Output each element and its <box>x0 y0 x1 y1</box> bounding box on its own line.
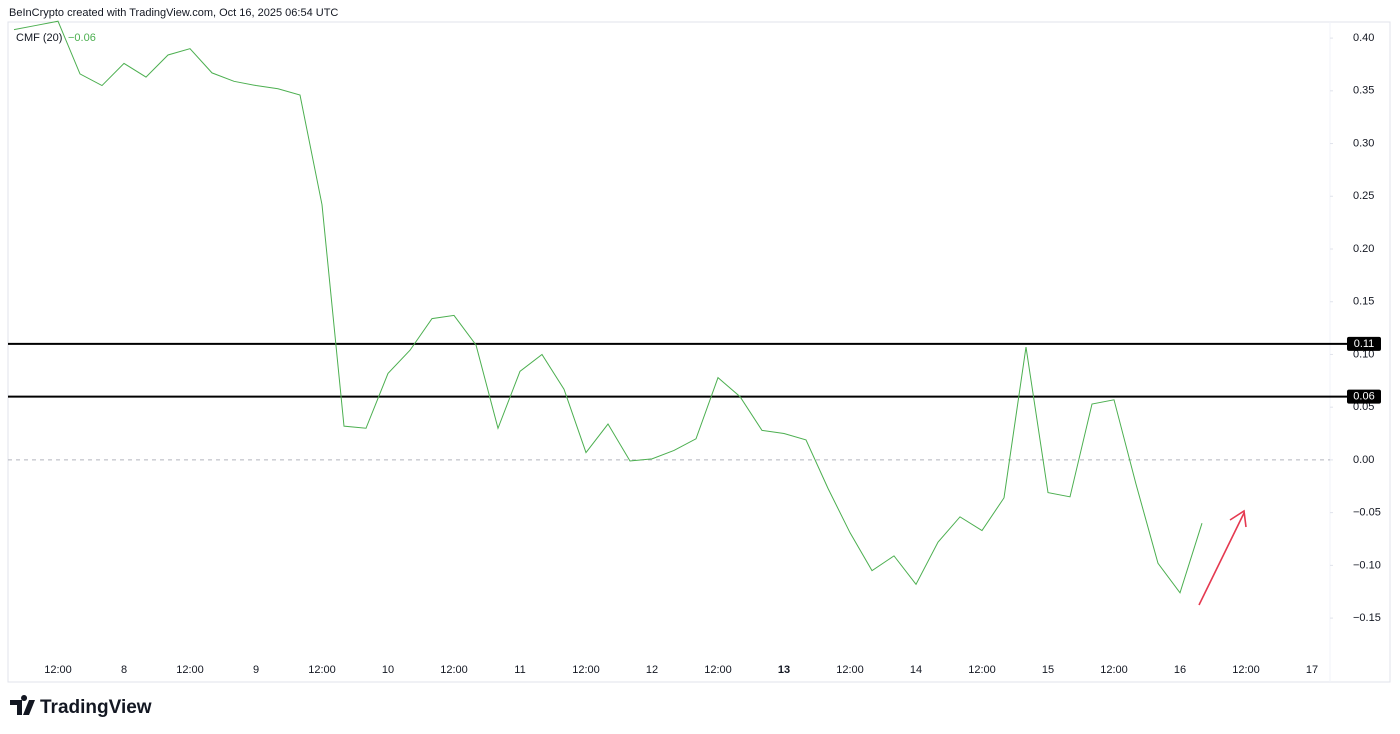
legend-value: −0.06 <box>68 32 96 44</box>
y-tick-label: 0.35 <box>1353 85 1374 97</box>
level-label: 0.06 <box>1353 391 1374 403</box>
x-tick-label: 15 <box>1042 664 1054 676</box>
x-tick-label: 12:00 <box>836 664 864 676</box>
y-tick-label: 0.15 <box>1353 296 1374 308</box>
x-tick-label: 13 <box>778 664 790 676</box>
level-label-bg <box>1347 389 1381 404</box>
x-tick-label: 14 <box>910 664 922 676</box>
x-tick-label: 12:00 <box>176 664 204 676</box>
x-tick-label: 12 <box>646 664 658 676</box>
y-tick-label: −0.15 <box>1353 612 1381 624</box>
annotation-arrow <box>1198 509 1247 606</box>
y-tick-label: 0.30 <box>1353 137 1374 149</box>
x-tick-label: 16 <box>1174 664 1186 676</box>
y-tick-label: 0.00 <box>1353 454 1374 466</box>
cmf-line <box>13 20 1203 594</box>
brand-logo <box>10 695 35 715</box>
credit: BeInCrypto created with TradingView.com,… <box>9 7 338 19</box>
y-tick-label: 0.25 <box>1353 190 1374 202</box>
level-label: 0.11 <box>1354 338 1375 350</box>
x-tick-label: 12:00 <box>44 664 72 676</box>
x-tick-label: 12:00 <box>1232 664 1260 676</box>
x-tick-label: 9 <box>253 664 259 676</box>
pane-border <box>7 21 1391 683</box>
x-tick-label: 12:00 <box>968 664 996 676</box>
y-tick-label: −0.05 <box>1353 507 1381 519</box>
x-tick-label: 11 <box>514 664 525 676</box>
x-tick-label: 12:00 <box>572 664 600 676</box>
x-tick-label: 12:00 <box>704 664 732 676</box>
x-tick-label: 12:00 <box>440 664 468 676</box>
x-tick-label: 12:00 <box>308 664 336 676</box>
x-tick-label: 8 <box>121 664 127 676</box>
level-label-bg <box>1347 336 1381 351</box>
x-tick-label: 10 <box>382 664 394 676</box>
brand: TradingView <box>40 697 152 718</box>
x-tick-label: 12:00 <box>1100 664 1128 676</box>
y-tick-label: 0.40 <box>1353 32 1374 44</box>
y-tick-label: 0.10 <box>1353 348 1374 360</box>
y-tick-label: 0.20 <box>1353 243 1374 255</box>
x-tick-label: 17 <box>1306 664 1318 676</box>
legend-name: CMF (20) <box>16 32 62 44</box>
y-tick-label: 0.05 <box>1353 401 1374 413</box>
y-tick-label: −0.10 <box>1353 559 1381 571</box>
